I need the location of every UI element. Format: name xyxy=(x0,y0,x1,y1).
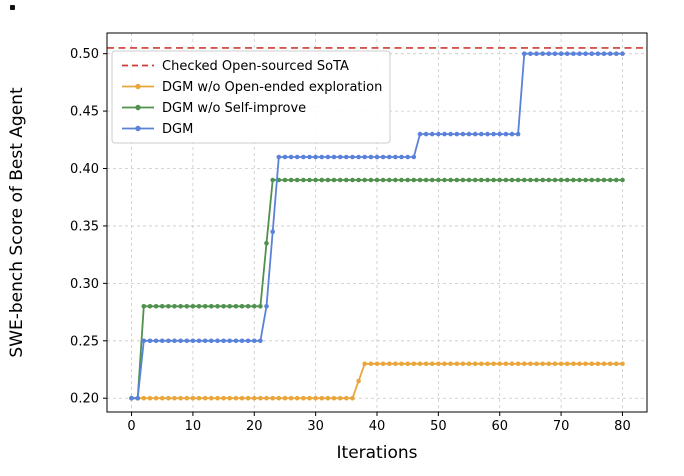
y-tick-label: 0.20 xyxy=(70,392,99,407)
legend-label: DGM w/o Open-ended exploration xyxy=(162,80,382,95)
tick-labels: 0 10 20 30 40 50 60 70 80 0.20 0.25 0.30 0.35 0.40 0.4… xyxy=(70,47,631,434)
y-tick-label: 0.40 xyxy=(70,162,99,177)
series-dgm xyxy=(129,51,625,401)
x-tick-label: 60 xyxy=(491,419,508,434)
x-axis-label: Iterations xyxy=(337,443,418,463)
y-tick-label: 0.25 xyxy=(70,334,99,349)
x-tick-label: 10 xyxy=(185,419,202,434)
y-axis-label: SWE-bench Score of Best Agent xyxy=(7,87,27,358)
legend-label: DGM xyxy=(162,122,193,137)
legend-box xyxy=(111,50,391,144)
x-tick-label: 50 xyxy=(430,419,447,434)
x-tick-label: 70 xyxy=(553,419,570,434)
y-tick-label: 0.50 xyxy=(70,47,99,62)
y-tick-label: 0.45 xyxy=(70,105,99,120)
legend-label: Checked Open-sourced SoTA xyxy=(162,59,349,74)
legend-label: DGM w/o Self-improve xyxy=(162,101,306,116)
x-tick-label: 80 xyxy=(614,419,631,434)
y-tick-label: 0.35 xyxy=(70,219,99,234)
x-tick-label: 0 xyxy=(127,419,135,434)
legend: Checked Open-sourced SoTA DGM w/o Open-en… xyxy=(111,50,391,144)
y-tick-label: 0.30 xyxy=(70,277,99,292)
x-tick-label: 20 xyxy=(246,419,263,434)
x-tick-label: 30 xyxy=(307,419,324,434)
x-tick-label: 40 xyxy=(369,419,386,434)
stray-mark xyxy=(10,5,15,10)
